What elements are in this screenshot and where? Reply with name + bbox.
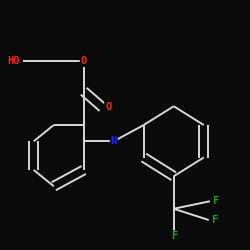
Text: F: F [211, 215, 218, 225]
Text: O: O [80, 56, 87, 66]
Text: F: F [212, 196, 219, 206]
Text: O: O [105, 102, 111, 113]
Text: N: N [110, 136, 117, 146]
Text: F: F [170, 231, 177, 241]
Text: HO: HO [8, 56, 20, 66]
